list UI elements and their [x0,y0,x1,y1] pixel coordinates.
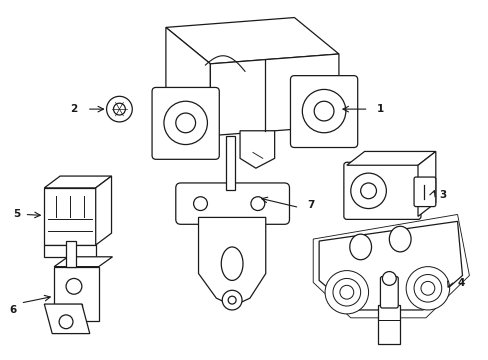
Circle shape [360,183,376,199]
FancyBboxPatch shape [343,162,420,219]
Circle shape [163,101,207,145]
Bar [44,188,96,245]
Polygon shape [346,152,435,165]
Circle shape [59,315,73,329]
Polygon shape [417,152,435,216]
Circle shape [314,101,333,121]
Ellipse shape [388,226,410,252]
Circle shape [250,197,264,211]
Polygon shape [44,176,111,188]
Text: 7: 7 [306,199,314,210]
Circle shape [406,267,449,310]
Polygon shape [188,190,272,217]
Polygon shape [54,267,99,321]
Polygon shape [198,217,265,306]
Text: 6: 6 [9,305,16,315]
Circle shape [339,285,353,299]
Circle shape [193,197,207,211]
Circle shape [222,290,242,310]
Polygon shape [44,304,90,334]
Text: 2: 2 [70,104,78,114]
Circle shape [413,275,441,302]
Circle shape [420,282,434,295]
Circle shape [106,96,132,122]
Circle shape [228,296,236,304]
Polygon shape [165,27,210,136]
Circle shape [302,89,345,133]
Circle shape [332,278,360,306]
Circle shape [113,103,125,115]
Bar [44,245,96,257]
FancyBboxPatch shape [152,87,219,159]
Text: 4: 4 [457,278,464,288]
Bar [378,305,399,345]
FancyBboxPatch shape [175,183,289,224]
FancyBboxPatch shape [380,276,397,308]
Polygon shape [319,221,462,310]
Polygon shape [165,18,338,64]
FancyBboxPatch shape [413,177,435,207]
Bar [226,136,235,190]
Circle shape [382,271,395,285]
Circle shape [325,271,368,314]
Polygon shape [156,91,215,156]
Circle shape [66,278,81,294]
Polygon shape [96,176,111,245]
Circle shape [175,113,195,133]
Polygon shape [54,257,112,267]
Bar [66,241,76,267]
Ellipse shape [221,247,243,280]
Circle shape [350,173,386,208]
Polygon shape [210,54,338,136]
Polygon shape [240,131,274,168]
Text: 3: 3 [439,190,446,200]
Text: 5: 5 [13,210,20,220]
FancyBboxPatch shape [290,76,357,148]
Ellipse shape [349,234,371,260]
Text: 1: 1 [376,104,383,114]
